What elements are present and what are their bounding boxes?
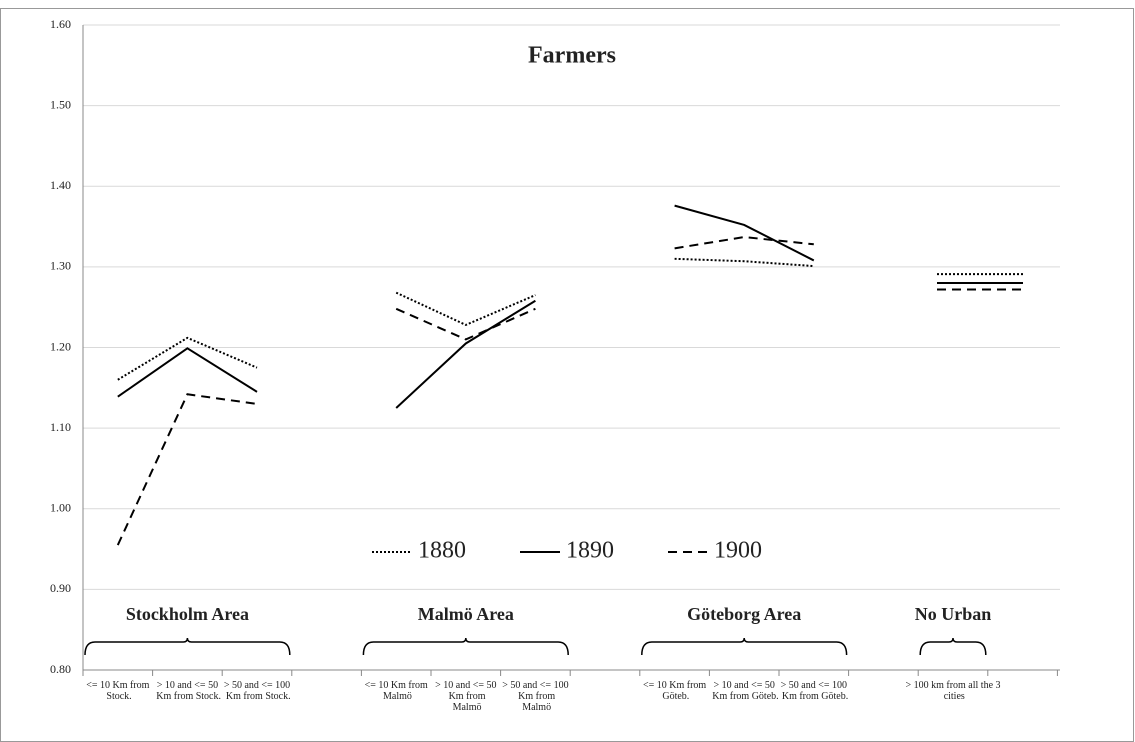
series-line <box>674 236 814 250</box>
y-tick-label: 1.60 <box>50 17 71 31</box>
series-line <box>674 204 815 262</box>
y-tick-label: 1.00 <box>50 501 71 515</box>
y-tick-label: 1.40 <box>50 178 71 192</box>
brace <box>84 637 291 656</box>
x-tick-label: > 10 and <= 50 Km from Stock. <box>154 680 221 702</box>
brace <box>362 637 569 656</box>
y-tick-label: 1.20 <box>50 339 71 353</box>
x-tick-label: <= 10 Km from Malmö <box>365 680 428 702</box>
y-tick-label: 1.10 <box>50 420 71 434</box>
brace <box>641 637 848 656</box>
group-label: Göteborg Area <box>687 604 801 624</box>
chart-title: Farmers <box>528 43 616 69</box>
x-tick-label: > 50 and <= 100 Km from Stock. <box>223 680 290 702</box>
x-tick-label: > 50 and <= 100 Km from Malmö <box>502 680 568 713</box>
series-line <box>395 291 536 327</box>
group-label: No Urban <box>915 604 992 624</box>
series-line <box>117 336 258 381</box>
group-label: Malmö Area <box>418 604 514 624</box>
series-line <box>395 299 536 409</box>
brace <box>919 637 987 656</box>
y-tick-label: 0.80 <box>50 662 71 676</box>
x-tick-label: <= 10 Km from Stock. <box>86 680 149 702</box>
x-tick-label: <= 10 Km from Göteb. <box>643 680 706 702</box>
series-line <box>674 257 814 268</box>
series-line <box>116 393 258 546</box>
x-tick-label: > 100 km from all the 3 cities <box>905 680 1000 702</box>
x-tick-label: > 10 and <= 50 Km from Göteb. <box>710 680 779 702</box>
y-tick-label: 0.90 <box>50 581 71 595</box>
legend-label: 1900 <box>714 538 762 564</box>
series-line <box>117 347 258 398</box>
legend-label: 1890 <box>566 538 614 564</box>
x-tick-label: > 50 and <= 100 Km from Göteb. <box>779 680 848 702</box>
group-label: Stockholm Area <box>126 604 249 624</box>
frame <box>0 8 1134 742</box>
legend-label: 1880 <box>418 538 466 564</box>
y-tick-label: 1.30 <box>50 259 71 273</box>
y-tick-label: 1.50 <box>50 97 71 111</box>
x-tick-label: > 10 and <= 50 Km from Malmö <box>435 680 496 713</box>
series-line <box>395 307 536 341</box>
